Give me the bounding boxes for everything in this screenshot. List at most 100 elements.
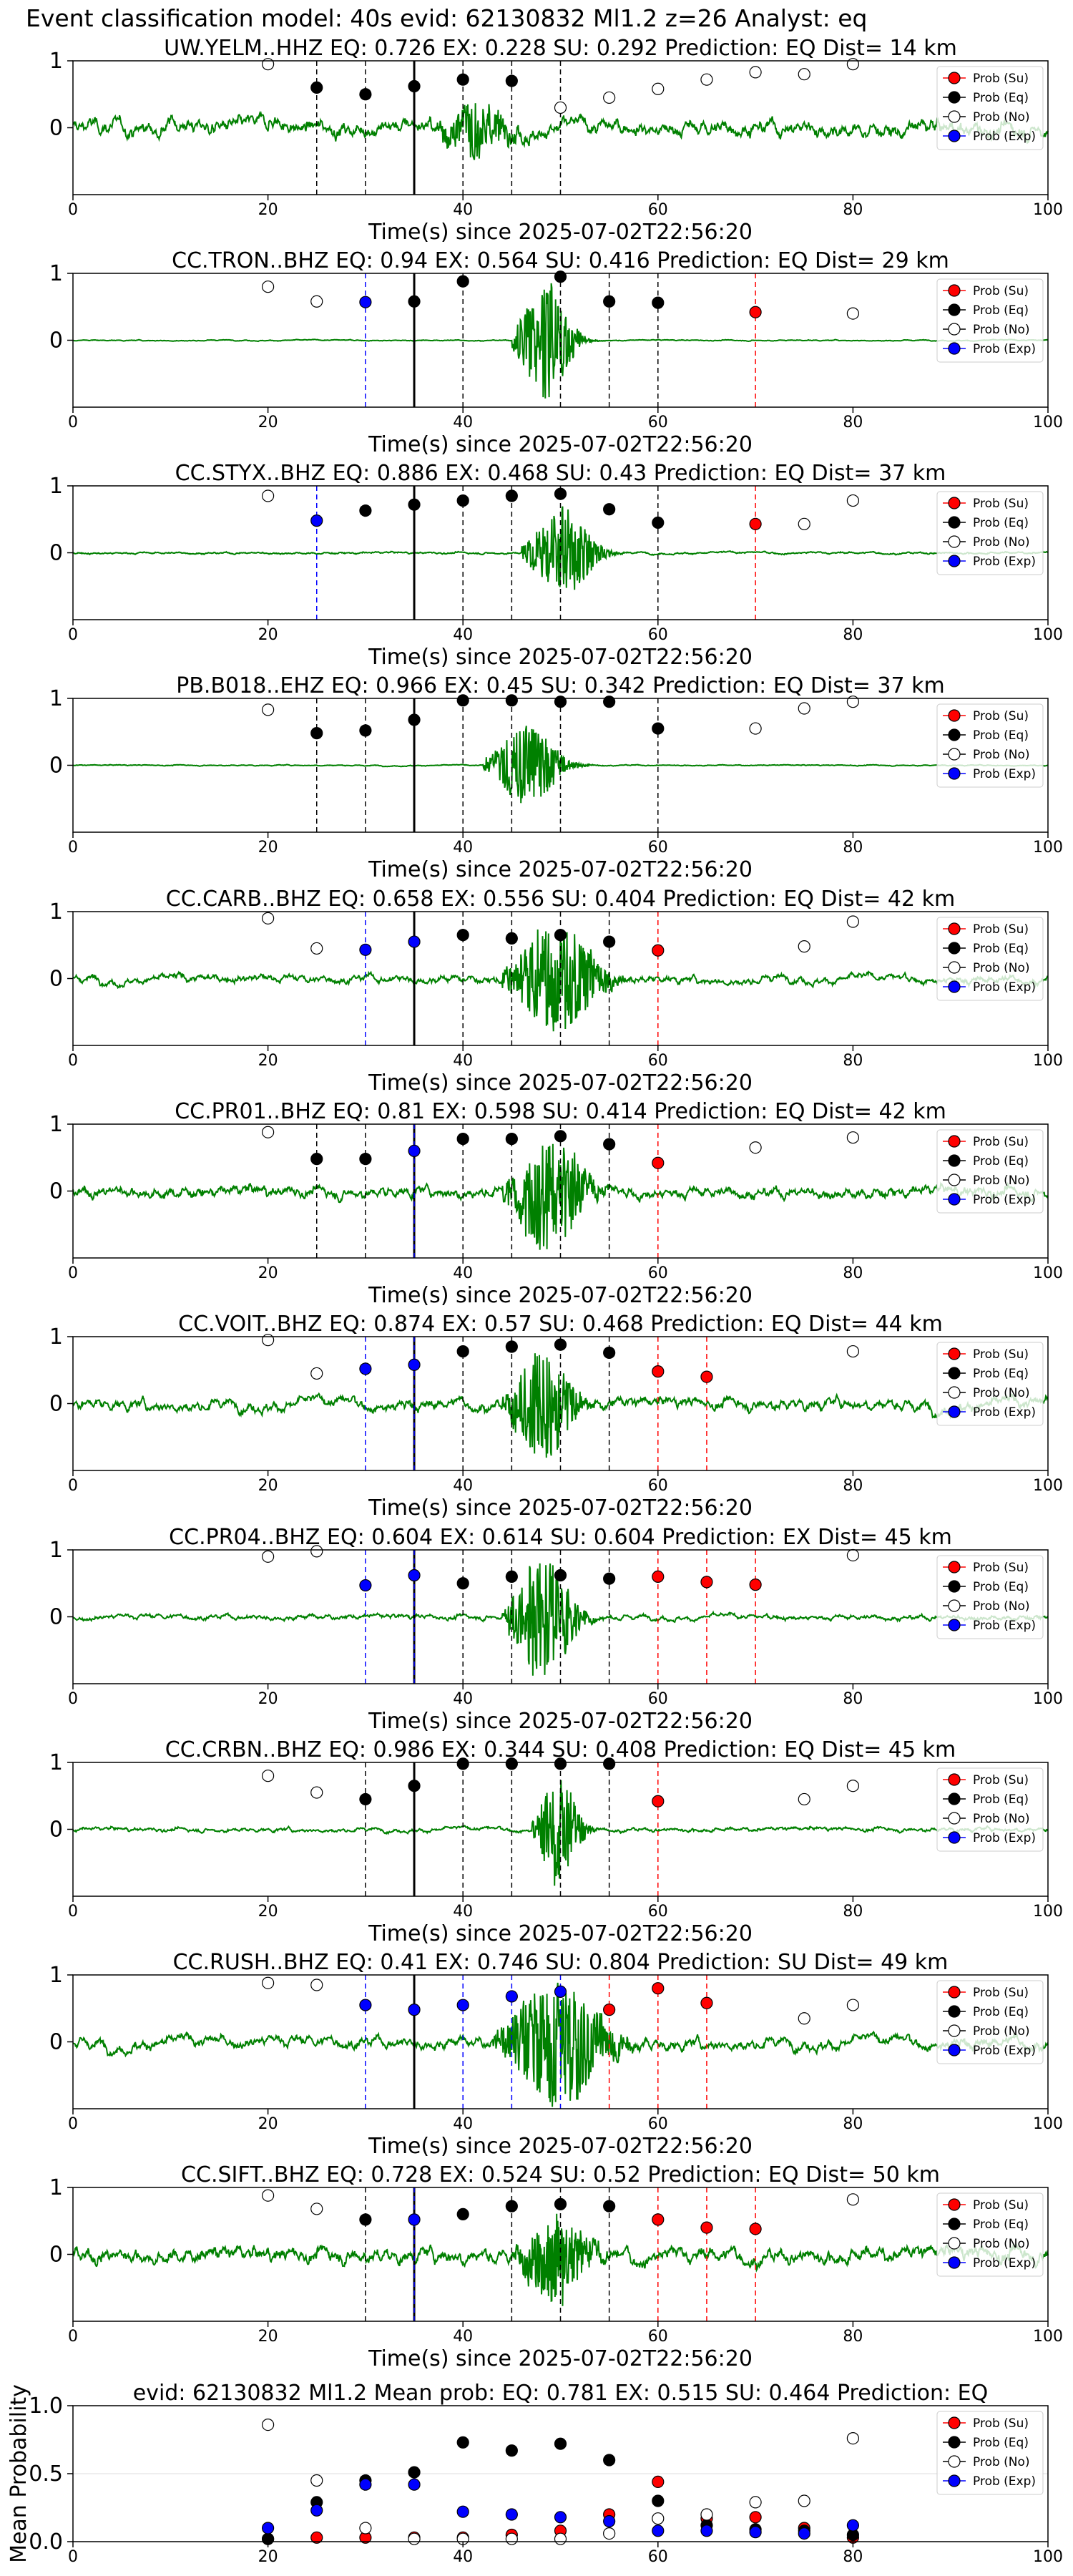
x-tick-label: 100 [1033,1903,1063,1921]
prob-point-eq [310,81,323,94]
prob-point-eq [603,1138,616,1151]
x-tick-label: 100 [1033,1477,1063,1495]
prob-point-eq [505,1340,518,1353]
prob-point-su [700,2221,713,2234]
mean-point-no [798,2494,810,2507]
prob-point-su [700,1576,713,1589]
legend-marker [948,2474,961,2487]
y-tick-label: 1 [49,1750,63,1775]
legend-label: Prob (Eq) [973,2218,1029,2232]
prob-point-no [262,1770,275,1782]
prob-point-eq [359,1153,372,1166]
x-tick-label: 0 [68,2328,78,2346]
prob-point-eq [652,296,665,309]
mean-point-eq [456,2436,469,2449]
prob-point-no [700,73,713,86]
mean-point-no [846,2432,860,2445]
legend-label: Prob (Su) [973,1986,1029,2000]
prob-point-eq [456,2207,469,2220]
y-tick-label: 0 [49,1605,63,1630]
mean-point-no [310,2474,323,2487]
subplot-6: CC.VOIT..BHZ EQ: 0.874 EX: 0.57 SU: 0.46… [49,1312,1063,1521]
x-tick-label: 60 [648,2328,668,2346]
prob-point-eq [505,1132,518,1146]
x-tick-label: 60 [648,1690,668,1708]
legend-label: Prob (Su) [973,2416,1029,2431]
legend-box [936,703,1044,788]
x-tick-label: 40 [453,1903,473,1921]
prob-point-no [262,703,275,716]
legend-marker [948,555,961,567]
x-axis-label: Time(s) since 2025-07-02T22:56:20 [368,1921,753,1946]
legend-marker [948,2436,961,2449]
prob-point-eq [554,696,567,708]
subplot-title: evid: 62130832 Ml1.2 Mean prob: EQ: 0.78… [133,2381,988,2406]
prob-point-su [652,944,665,957]
mean-point-eq [554,2437,567,2450]
subplot-11: evid: 62130832 Ml1.2 Mean prob: EQ: 0.78… [6,2381,1063,2566]
x-tick-label: 20 [258,201,278,219]
mean-point-exp [652,2524,665,2537]
x-tick-label: 60 [648,201,668,219]
mean-point-su [310,2531,323,2544]
legend-label: Prob (Exp) [973,1193,1036,1207]
prob-point-no [310,1979,323,1991]
legend-label: Prob (Eq) [973,516,1029,530]
prob-point-exp [408,935,421,948]
prob-point-eq [603,295,616,308]
x-tick-label: 60 [648,626,668,644]
prob-point-eq [603,1757,616,1770]
x-tick-label: 80 [843,414,863,431]
y-tick-label: 1 [49,261,63,286]
mean-point-su [749,2511,762,2524]
mean-point-eq [505,2444,518,2457]
prob-point-no [310,1786,323,1799]
prob-point-exp [408,1144,421,1158]
y-tick-label: 0 [49,1392,63,1417]
x-tick-label: 20 [258,1052,278,1070]
prob-point-eq [505,1757,518,1770]
x-axis-label: Time(s) since 2025-07-02T22:56:20 [368,2134,753,2159]
legend-marker [948,980,961,993]
legend-label: Prob (Su) [973,1773,1029,1787]
legend-marker [948,748,961,761]
y-tick-label: 1 [49,49,63,74]
prob-point-eq [456,694,469,707]
legend-marker [948,1986,961,1999]
x-tick-label: 40 [453,2328,473,2346]
prob-point-no [554,101,567,114]
x-tick-label: 60 [648,1903,668,1921]
legend-marker [948,1405,961,1418]
prob-point-no [749,1141,762,1154]
x-tick-label: 80 [843,2115,863,2133]
legend-box [936,1342,1044,1426]
mean-point-no [700,2508,713,2521]
prob-point-no [603,91,616,104]
subplot-10: CC.SIFT..BHZ EQ: 0.728 EX: 0.524 SU: 0.5… [49,2162,1063,2371]
prob-point-eq [652,722,665,735]
legend-marker [948,2024,961,2037]
legend-marker [948,2455,961,2468]
mean-point-eq [408,2466,421,2479]
legend-marker [948,284,961,297]
prob-point-no [846,1999,860,2011]
x-tick-label: 40 [453,1264,473,1282]
legend-marker [948,2198,961,2211]
prob-point-eq [554,487,567,500]
prob-point-eq [456,1577,469,1590]
x-tick-label: 40 [453,1690,473,1708]
subplot-3: PB.B018..EHZ EQ: 0.966 EX: 0.45 SU: 0.34… [49,673,1063,882]
subplot-0: UW.YELM..HHZ EQ: 0.726 EX: 0.228 SU: 0.2… [49,36,1063,245]
legend-marker [948,1154,961,1167]
prob-point-eq [456,929,469,942]
legend-label: Prob (No) [973,1599,1030,1614]
x-tick-label: 0 [68,1690,78,1708]
prob-point-eq [603,1572,616,1585]
subplot-title: CC.VOIT..BHZ EQ: 0.874 EX: 0.57 SU: 0.46… [178,1312,943,1337]
mean-point-exp [359,2478,372,2491]
prob-point-eq [359,724,372,737]
x-tick-label: 20 [258,1690,278,1708]
y-tick-label: 0.0 [29,2529,63,2555]
legend-label: Prob (No) [973,110,1030,125]
legend-marker [948,516,961,529]
